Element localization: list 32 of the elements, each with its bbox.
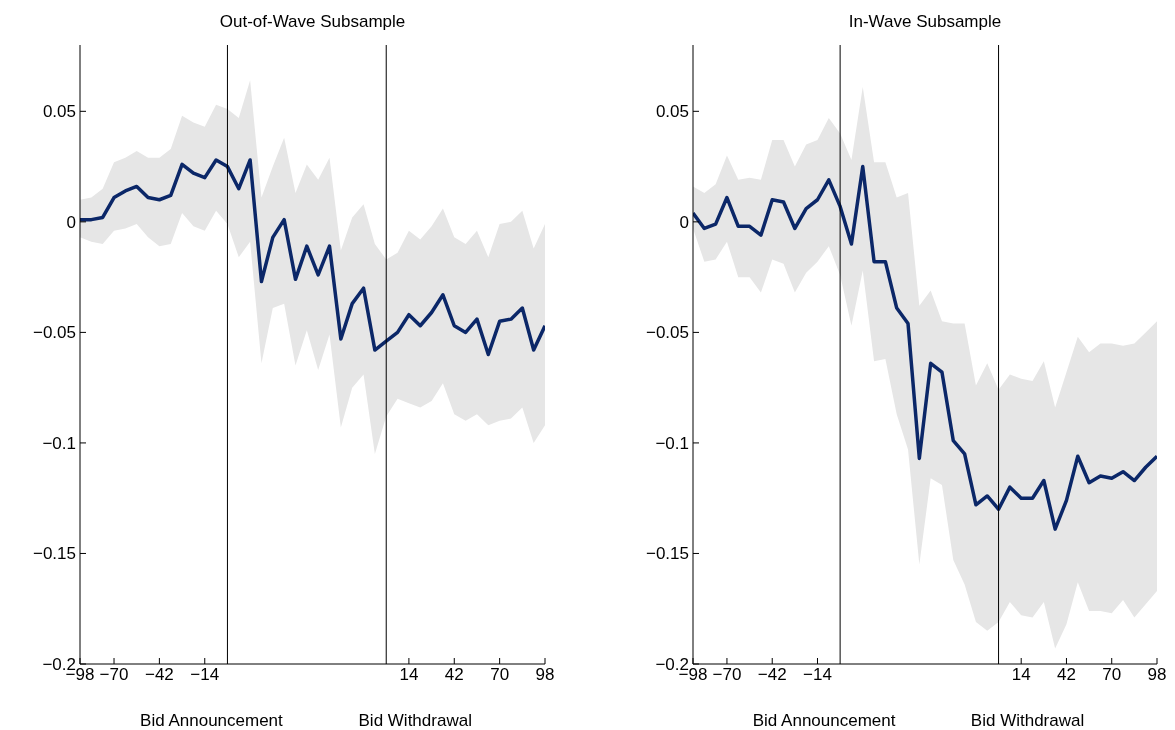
x-tick-label: −70 bbox=[712, 665, 742, 685]
line-series bbox=[693, 164, 1157, 531]
x-tick-label: 98 bbox=[535, 665, 555, 685]
text: Bid Withdrawal bbox=[358, 711, 472, 730]
y-tick-label: 0.05 bbox=[42, 102, 76, 122]
x-tick-label: 14 bbox=[399, 665, 419, 685]
y-tick-label: −0.1 bbox=[42, 433, 76, 453]
x-tick-label: −70 bbox=[99, 665, 129, 685]
y-tick-label: −0.15 bbox=[32, 544, 76, 564]
x-tick-label: −42 bbox=[144, 665, 174, 685]
x-tick-label: 42 bbox=[1057, 665, 1076, 685]
y-tick-label: −0.05 bbox=[32, 323, 76, 343]
y-tick-label: 0 bbox=[66, 212, 76, 232]
y-tick-label: −0.1 bbox=[655, 433, 689, 453]
y-tick-label: −0.05 bbox=[645, 323, 689, 343]
chart-title: In-Wave Subsample bbox=[847, 12, 1003, 32]
x-tick-label: −42 bbox=[757, 665, 787, 685]
x-tick-label: −14 bbox=[190, 665, 220, 685]
x-tick-label: 70 bbox=[1102, 665, 1122, 685]
text: Bid Withdrawal bbox=[970, 711, 1085, 730]
x-tick-label: 70 bbox=[490, 665, 510, 685]
text: Bid Announcement bbox=[140, 711, 284, 730]
x-tick-label: 14 bbox=[1011, 665, 1031, 685]
y-tick-label: 0 bbox=[679, 212, 689, 232]
x-tick-label: −14 bbox=[803, 665, 832, 685]
y-tick-label: −0.15 bbox=[645, 544, 689, 564]
chart-title: Out-of-Wave Subsample bbox=[218, 12, 407, 32]
x-tick-label: 42 bbox=[444, 665, 464, 685]
line-series bbox=[80, 158, 545, 357]
text: Bid Announcement bbox=[752, 711, 896, 730]
x-tick-label: 98 bbox=[1147, 665, 1167, 685]
y-tick-label: 0.05 bbox=[655, 102, 689, 122]
